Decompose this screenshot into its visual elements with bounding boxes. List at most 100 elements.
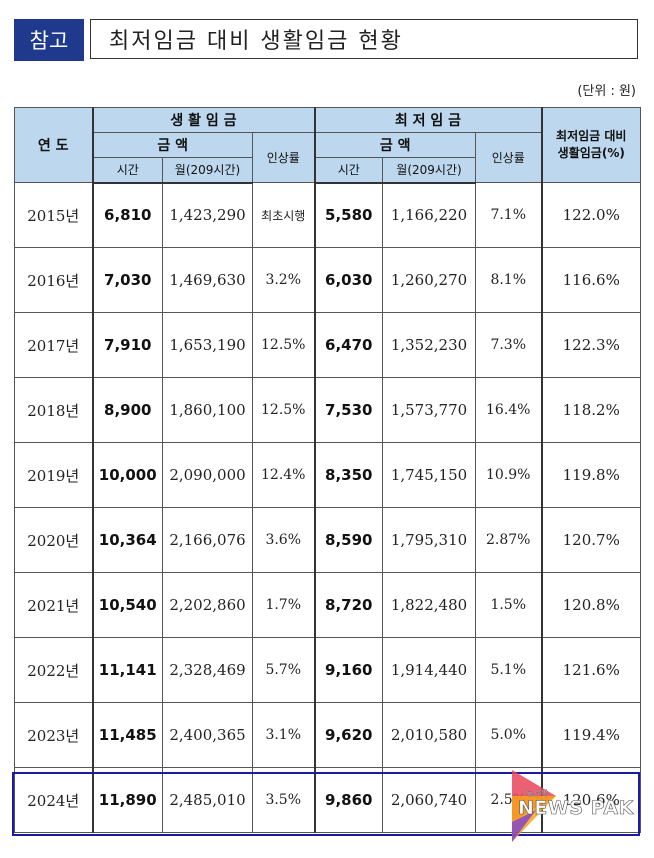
ratio-cell: 122.3% bbox=[540, 312, 641, 378]
ratio-cell: 116.6% bbox=[540, 247, 641, 313]
table-row: 2020년 10,364 2,166,076 3.6% 8,590 1,795,… bbox=[14, 507, 641, 573]
watermark-small-text: 뉴스팍 bbox=[526, 789, 549, 798]
minimum-rate-header: 인상률 bbox=[475, 132, 542, 183]
year-cell: 2016년 bbox=[14, 247, 93, 313]
year-cell: 2015년 bbox=[14, 182, 93, 248]
living-hour-cell: 10,000 bbox=[91, 442, 163, 508]
living-rate-cell: 최초시행 bbox=[252, 182, 315, 248]
living-rate-cell: 12.5% bbox=[252, 377, 315, 443]
minimum-rate-cell: 2.87% bbox=[475, 507, 542, 573]
minimum-month-cell: 1,745,150 bbox=[382, 442, 476, 508]
living-hour-header: 시간 bbox=[91, 157, 163, 184]
living-hour-cell: 11,485 bbox=[91, 702, 163, 768]
year-cell: 2021년 bbox=[14, 572, 93, 638]
ratio-cell: 120.7% bbox=[540, 507, 641, 573]
ratio-cell: 118.2% bbox=[540, 377, 641, 443]
minimum-rate-cell: 1.5% bbox=[475, 572, 542, 638]
minimum-rate-cell: 7.3% bbox=[475, 312, 542, 378]
minimum-hour-cell: 6,470 bbox=[313, 312, 383, 378]
living-rate-cell: 12.5% bbox=[252, 312, 315, 378]
living-rate-cell: 1.7% bbox=[252, 572, 315, 638]
year-cell: 2018년 bbox=[14, 377, 93, 443]
living-month-cell: 1,653,190 bbox=[162, 312, 253, 378]
minimum-month-cell: 2,060,740 bbox=[382, 767, 476, 833]
living-month-cell: 2,328,469 bbox=[162, 637, 253, 703]
page-title: 최저임금 대비 생활임금 현황 bbox=[90, 19, 638, 59]
living-month-cell: 2,090,000 bbox=[162, 442, 253, 508]
living-month-cell: 2,166,076 bbox=[162, 507, 253, 573]
wage-table: 연 도 생 활 임 금 최 저 임 금 최저임금 대비 생활임금(%) 금 액 … bbox=[14, 107, 641, 833]
table-row: 2021년 10,540 2,202,860 1.7% 8,720 1,822,… bbox=[14, 572, 641, 638]
ratio-header: 최저임금 대비 생활임금(%) bbox=[540, 107, 641, 183]
living-wage-group-header: 생 활 임 금 bbox=[91, 107, 315, 133]
minimum-month-header: 월(209시간) bbox=[382, 157, 476, 184]
living-hour-cell: 7,030 bbox=[91, 247, 163, 313]
minimum-month-cell: 1,914,440 bbox=[382, 637, 476, 703]
minimum-hour-cell: 9,860 bbox=[313, 767, 383, 833]
living-rate-cell: 12.4% bbox=[252, 442, 315, 508]
minimum-wage-group-header: 최 저 임 금 bbox=[313, 107, 542, 133]
watermark-text: NEWS PAK bbox=[518, 797, 634, 820]
table-row: 2019년 10,000 2,090,000 12.4% 8,350 1,745… bbox=[14, 442, 641, 508]
living-hour-cell: 6,810 bbox=[91, 182, 163, 248]
table-row: 2022년 11,141 2,328,469 5.7% 9,160 1,914,… bbox=[14, 637, 641, 703]
minimum-hour-header: 시간 bbox=[313, 157, 383, 184]
living-hour-cell: 10,540 bbox=[91, 572, 163, 638]
ratio-cell: 119.4% bbox=[540, 702, 641, 768]
living-rate-cell: 3.1% bbox=[252, 702, 315, 768]
minimum-rate-cell: 5.1% bbox=[475, 637, 542, 703]
newspak-logo-icon bbox=[512, 770, 556, 842]
minimum-month-cell: 1,822,480 bbox=[382, 572, 476, 638]
living-hour-cell: 11,141 bbox=[91, 637, 163, 703]
table-row: 2016년 7,030 1,469,630 3.2% 6,030 1,260,2… bbox=[14, 247, 641, 313]
minimum-hour-cell: 8,590 bbox=[313, 507, 383, 573]
minimum-rate-cell: 10.9% bbox=[475, 442, 542, 508]
table-row: 2023년 11,485 2,400,365 3.1% 9,620 2,010,… bbox=[14, 702, 641, 768]
ratio-cell: 119.8% bbox=[540, 442, 641, 508]
unit-label: (단위 : 원) bbox=[577, 84, 636, 99]
year-cell: 2020년 bbox=[14, 507, 93, 573]
minimum-hour-cell: 8,350 bbox=[313, 442, 383, 508]
living-hour-cell: 11,890 bbox=[91, 767, 163, 833]
minimum-hour-cell: 9,620 bbox=[313, 702, 383, 768]
living-hour-cell: 10,364 bbox=[91, 507, 163, 573]
year-cell: 2023년 bbox=[14, 702, 93, 768]
minimum-rate-cell: 8.1% bbox=[475, 247, 542, 313]
minimum-month-cell: 1,795,310 bbox=[382, 507, 476, 573]
ratio-header-label: 최저임금 대비 생활임금(%) bbox=[556, 129, 627, 160]
col-year-header: 연 도 bbox=[14, 107, 93, 183]
living-rate-cell: 3.2% bbox=[252, 247, 315, 313]
ratio-cell: 122.0% bbox=[540, 182, 641, 248]
year-cell: 2024년 bbox=[14, 767, 93, 833]
ratio-cell: 120.6% bbox=[540, 767, 641, 833]
living-month-header: 월(209시간) bbox=[162, 157, 253, 184]
minimum-rate-cell: 7.1% bbox=[475, 182, 542, 248]
living-month-cell: 2,400,365 bbox=[162, 702, 253, 768]
minimum-hour-cell: 6,030 bbox=[313, 247, 383, 313]
ratio-cell: 121.6% bbox=[540, 637, 641, 703]
living-month-cell: 2,202,860 bbox=[162, 572, 253, 638]
living-rate-cell: 3.5% bbox=[252, 767, 315, 833]
living-rate-cell: 3.6% bbox=[252, 507, 315, 573]
living-month-cell: 1,860,100 bbox=[162, 377, 253, 443]
minimum-month-cell: 1,260,270 bbox=[382, 247, 476, 313]
minimum-rate-cell: 5.0% bbox=[475, 702, 542, 768]
living-month-cell: 1,423,290 bbox=[162, 182, 253, 248]
living-month-cell: 1,469,630 bbox=[162, 247, 253, 313]
table-row: 2015년 6,810 1,423,290 최초시행 5,580 1,166,2… bbox=[14, 182, 641, 248]
minimum-hour-cell: 9,160 bbox=[313, 637, 383, 703]
table-row: 2018년 8,900 1,860,100 12.5% 7,530 1,573,… bbox=[14, 377, 641, 443]
year-cell: 2022년 bbox=[14, 637, 93, 703]
year-cell: 2017년 bbox=[14, 312, 93, 378]
minimum-month-cell: 1,352,230 bbox=[382, 312, 476, 378]
minimum-amount-header: 금 액 bbox=[313, 132, 476, 158]
minimum-month-cell: 1,573,770 bbox=[382, 377, 476, 443]
minimum-month-cell: 2,010,580 bbox=[382, 702, 476, 768]
minimum-hour-cell: 8,720 bbox=[313, 572, 383, 638]
living-month-cell: 2,485,010 bbox=[162, 767, 253, 833]
living-hour-cell: 7,910 bbox=[91, 312, 163, 378]
table-row-highlighted: 2024년 11,890 2,485,010 3.5% 9,860 2,060,… bbox=[14, 767, 641, 833]
header: 참고 최저임금 대비 생활임금 현황 bbox=[14, 19, 638, 61]
table-row: 2017년 7,910 1,653,190 12.5% 6,470 1,352,… bbox=[14, 312, 641, 378]
minimum-hour-cell: 5,580 bbox=[313, 182, 383, 248]
